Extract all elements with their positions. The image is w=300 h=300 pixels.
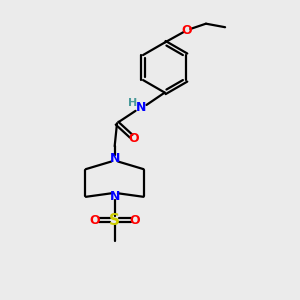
Text: O: O <box>129 214 140 227</box>
Text: N: N <box>110 152 120 165</box>
Text: N: N <box>135 101 146 114</box>
Text: N: N <box>110 190 120 203</box>
Text: S: S <box>109 213 120 228</box>
Text: O: O <box>129 132 140 145</box>
Text: O: O <box>89 214 100 227</box>
Text: O: O <box>182 24 192 37</box>
Text: H: H <box>128 98 137 108</box>
